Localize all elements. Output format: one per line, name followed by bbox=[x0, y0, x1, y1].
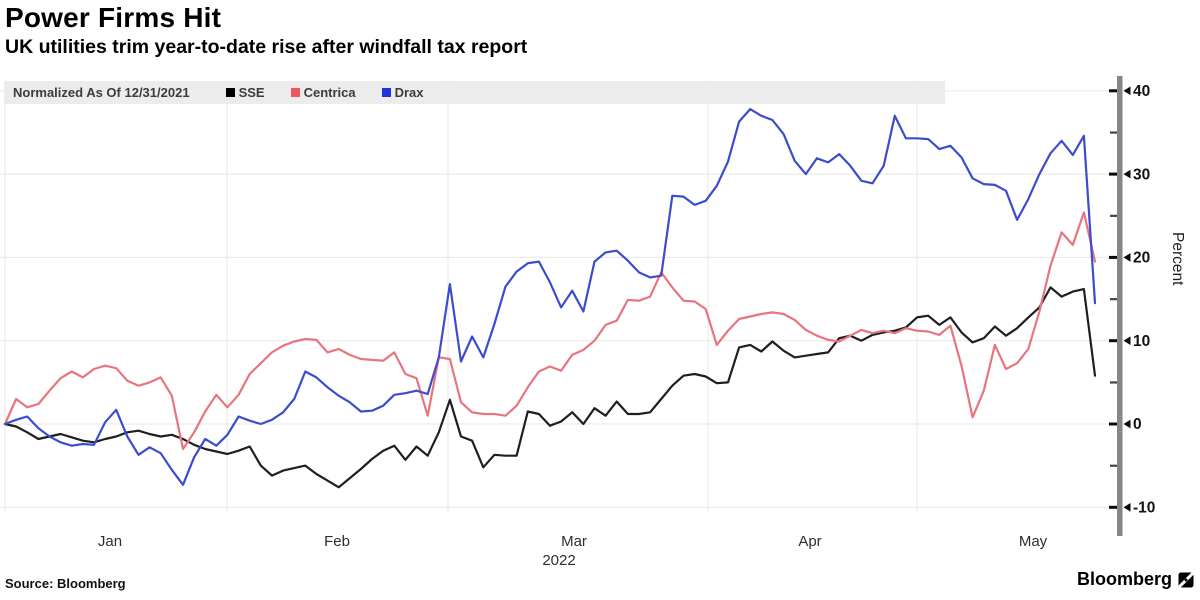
legend-label-sse: SSE bbox=[238, 85, 265, 100]
legend-swatch-sse bbox=[225, 88, 235, 97]
y-axis-bar bbox=[1117, 76, 1123, 536]
normalized-label: Normalized As Of 12/31/2021 bbox=[13, 85, 190, 100]
x-tick-label-jan: Jan bbox=[97, 533, 123, 550]
y-tick-marker-10 bbox=[1123, 336, 1131, 345]
legend-swatch-drax bbox=[381, 88, 391, 97]
page-title: Power Firms Hit bbox=[5, 2, 222, 33]
y-tick-label--10: -10 bbox=[1133, 500, 1155, 517]
legend-label-drax: Drax bbox=[394, 85, 424, 100]
bloomberg-brand: Bloomberg bbox=[1077, 569, 1194, 590]
y-major-tick-0 bbox=[1109, 422, 1117, 426]
y-minor-tick-25 bbox=[1110, 214, 1117, 217]
series-line-sse bbox=[3, 286, 1097, 489]
y-major-tick-30 bbox=[1109, 172, 1117, 176]
y-tick-label-10: 10 bbox=[1133, 333, 1150, 350]
y-tick-marker-0 bbox=[1123, 419, 1131, 429]
chart-legend: Normalized As Of 12/31/2021 SSE Centrica D… bbox=[4, 81, 945, 104]
x-axis-year-label: 2022 bbox=[542, 552, 576, 569]
legend-item-sse: SSE bbox=[225, 85, 265, 100]
source-attribution: Source: Bloomberg bbox=[5, 576, 126, 591]
y-major-tick-10 bbox=[1109, 339, 1117, 343]
x-tick-label-feb: Feb bbox=[324, 533, 350, 550]
y-tick-marker-40 bbox=[1123, 86, 1131, 96]
legend-swatch-centrica bbox=[290, 88, 300, 97]
x-tick-label-apr: Apr bbox=[798, 533, 822, 550]
y-axis-title: Percent bbox=[1169, 232, 1186, 286]
y-minor-tick-35 bbox=[1110, 131, 1117, 134]
series-line-drax bbox=[3, 107, 1097, 486]
legend-items: SSE Centrica Drax bbox=[225, 85, 424, 100]
y-minor-tick-15 bbox=[1110, 298, 1117, 301]
y-tick-label-40: 40 bbox=[1133, 83, 1150, 100]
y-tick-label-0: 0 bbox=[1133, 416, 1142, 433]
y-minor-tick-5 bbox=[1110, 381, 1117, 384]
y-tick-label-20: 20 bbox=[1133, 250, 1150, 267]
y-major-tick--10 bbox=[1109, 505, 1117, 509]
y-minor-tick--5 bbox=[1110, 464, 1117, 467]
bloomberg-terminal-icon bbox=[1178, 571, 1194, 588]
page-subtitle: UK utilities trim year-to-date rise afte… bbox=[5, 36, 528, 58]
legend-item-centrica: Centrica bbox=[290, 85, 356, 100]
y-tick-marker-20 bbox=[1123, 253, 1131, 262]
legend-band bbox=[4, 81, 945, 104]
x-tick-label-may: May bbox=[1018, 533, 1048, 550]
y-tick-label-30: 30 bbox=[1133, 166, 1150, 183]
y-tick-marker-30 bbox=[1123, 169, 1131, 179]
y-major-tick-40 bbox=[1109, 89, 1117, 93]
legend-label-centrica: Centrica bbox=[303, 85, 356, 100]
x-tick-label-mar: Mar bbox=[561, 533, 587, 550]
y-tick-marker--10 bbox=[1123, 503, 1131, 512]
y-major-tick-20 bbox=[1109, 255, 1117, 259]
series-line-centrica bbox=[3, 211, 1097, 451]
bloomberg-wordmark: Bloomberg bbox=[1076, 569, 1172, 589]
legend-item-drax: Drax bbox=[381, 85, 424, 100]
